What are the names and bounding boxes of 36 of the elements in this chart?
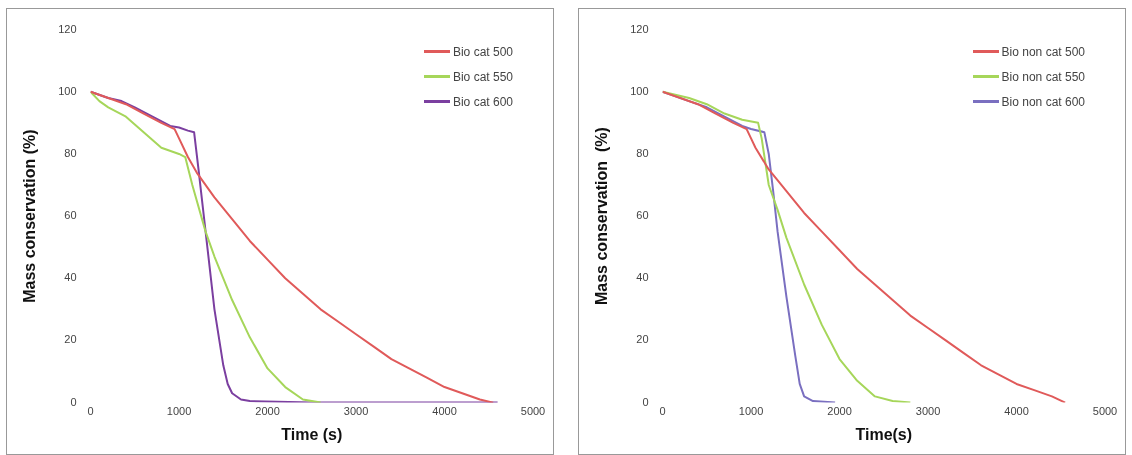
legend-label: Bio non cat 500 (1001, 44, 1085, 59)
x-tick-label: 3000 (343, 405, 369, 418)
y-tick-label: 120 (630, 22, 649, 35)
x-axis-title: Time(s) (855, 425, 913, 443)
x-tick-label: 5000 (520, 405, 546, 418)
y-axis-title: Mass conservation (%) (593, 127, 611, 306)
legend-label: Bio non cat 600 (1001, 94, 1085, 109)
x-tick-label: 4000 (1004, 405, 1029, 418)
x-tick-label: 2000 (827, 405, 852, 418)
x-tick-label: 5000 (1092, 405, 1118, 418)
y-tick-label: 100 (630, 84, 649, 97)
y-tick-label: 120 (58, 22, 77, 35)
legend-label: Bio cat 600 (452, 94, 513, 109)
x-tick-label: 1000 (166, 405, 192, 418)
legend-label: Bio cat 500 (452, 44, 513, 59)
x-tick-label: 4000 (432, 405, 457, 418)
y-tick-label: 20 (64, 333, 77, 346)
y-tick-label: 80 (636, 146, 649, 159)
y-tick-label: 40 (636, 271, 649, 284)
x-tick-label: 0 (87, 405, 94, 418)
x-tick-label: 2000 (255, 405, 280, 418)
y-tick-label: 60 (64, 209, 77, 222)
x-tick-label: 0 (659, 405, 666, 418)
x-tick-label: 3000 (915, 405, 941, 418)
y-tick-label: 40 (64, 271, 77, 284)
y-tick-label: 100 (58, 84, 77, 97)
x-axis-title: Time (s) (281, 425, 343, 443)
legend-label: Bio non cat 550 (1001, 69, 1085, 84)
legend-label: Bio cat 550 (452, 69, 513, 84)
y-tick-label: 80 (64, 146, 77, 159)
y-tick-label: 0 (70, 395, 77, 408)
y-tick-label: 60 (636, 209, 649, 222)
y-axis-title: Mass conservation (%) (21, 129, 39, 303)
y-tick-label: 0 (642, 395, 649, 408)
y-tick-label: 20 (636, 333, 649, 346)
x-tick-label: 1000 (738, 405, 764, 418)
